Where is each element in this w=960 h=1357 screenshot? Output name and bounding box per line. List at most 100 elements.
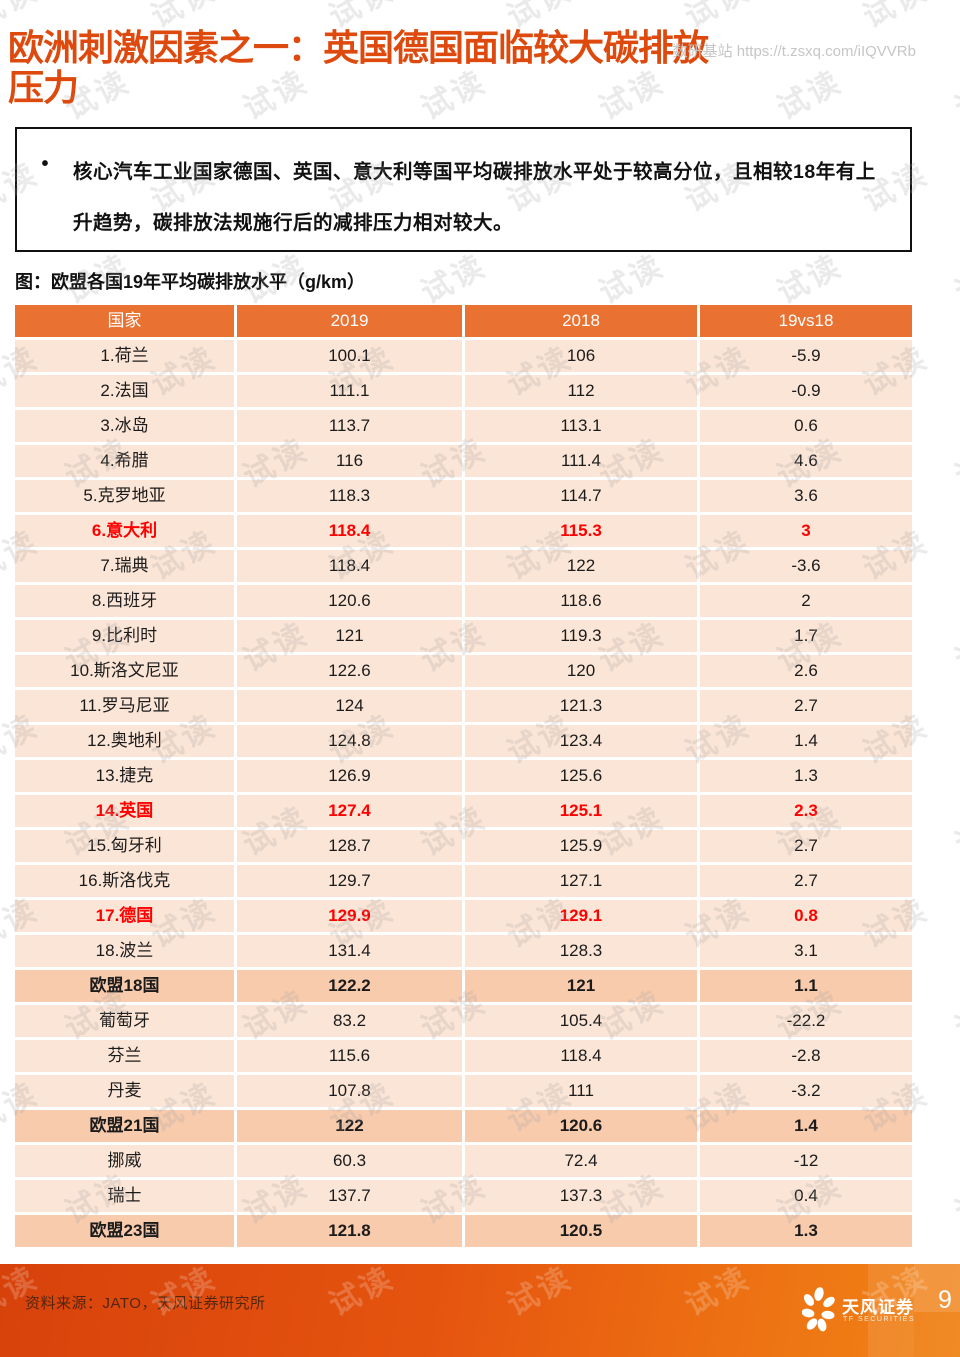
emissions-table: 国家 2019 2018 19vs18 1.荷兰 100.1 106 -5.9 2.法国… (15, 305, 912, 1250)
watermark-text: 试读 (55, 1345, 136, 1357)
cell-y2019: 83.2 (237, 1005, 465, 1040)
watermark-text: 试读 (411, 1345, 492, 1357)
cell-country: 10.斯洛文尼亚 (15, 655, 237, 690)
cell-y2019: 129.9 (237, 900, 465, 935)
cell-country: 9.比利时 (15, 620, 237, 655)
cell-y2019: 60.3 (237, 1145, 465, 1180)
brand-subtitle: TF SECURITIES (843, 1316, 916, 1323)
cell-y2018: 120.6 (465, 1110, 700, 1145)
watermark-text: 试读 (771, 63, 848, 127)
cell-y2018: 128.3 (465, 935, 700, 970)
table-header-row: 国家 2019 2018 19vs18 (15, 305, 912, 340)
watermark-text: 试读 (853, 1253, 934, 1264)
table-row: 13.捷克 126.9 125.6 1.3 (15, 760, 912, 795)
cell-country: 6.意大利 (15, 515, 237, 550)
cell-country: 18.波兰 (15, 935, 237, 970)
cell-y2019: 116 (237, 445, 465, 480)
cell-y2019: 118.3 (237, 480, 465, 515)
cell-y2018: 72.4 (465, 1145, 700, 1180)
cell-diff: -3.2 (700, 1075, 912, 1110)
table-row: 瑞士 137.7 137.3 0.4 (15, 1180, 912, 1215)
cell-diff: 4.6 (700, 445, 912, 480)
table-row: 1.荷兰 100.1 106 -5.9 (15, 340, 912, 375)
cell-diff: 1.4 (700, 1110, 912, 1145)
cell-diff: 1.3 (700, 1215, 912, 1250)
cell-country: 欧盟18国 (15, 970, 237, 1005)
cell-y2018: 121.3 (465, 690, 700, 725)
table-row: 欧盟23国 121.8 120.5 1.3 (15, 1215, 912, 1250)
cell-diff: 0.8 (700, 900, 912, 935)
footer-decoration (914, 1312, 960, 1357)
table-row: 14.英国 127.4 125.1 2.3 (15, 795, 912, 830)
cell-y2018: 121 (465, 970, 700, 1005)
footer-bar: 资料来源：JATO，天风证券研究所 天风证券 TF SECURITIES 9 试… (0, 1264, 960, 1357)
table-row: 芬兰 115.6 118.4 -2.8 (15, 1040, 912, 1075)
watermark-text: 试读 (501, 1264, 578, 1323)
cell-diff: -12 (700, 1145, 912, 1180)
watermark-text: 试读 (949, 1167, 960, 1231)
cell-country: 欧盟21国 (15, 1110, 237, 1145)
table-row: 5.克罗地亚 118.3 114.7 3.6 (15, 480, 912, 515)
watermark-text: 试读 (233, 1345, 314, 1357)
cell-country: 2.法国 (15, 375, 237, 410)
watermark-text: 试读 (0, 1253, 45, 1264)
cell-y2018: 120 (465, 655, 700, 690)
table-row: 16.斯洛伐克 129.7 127.1 2.7 (15, 865, 912, 900)
cell-diff: -5.9 (700, 340, 912, 375)
watermark-text: 试读 (949, 431, 960, 495)
footer-decoration (868, 1264, 914, 1357)
cell-country: 1.荷兰 (15, 340, 237, 375)
page-number: 9 (938, 1286, 952, 1314)
table-row: 7.瑞典 118.4 122 -3.6 (15, 550, 912, 585)
cell-country: 8.西班牙 (15, 585, 237, 620)
table-row: 欧盟21国 122 120.6 1.4 (15, 1110, 912, 1145)
cell-y2019: 113.7 (237, 410, 465, 445)
cell-country: 芬兰 (15, 1040, 237, 1075)
table-row: 4.希腊 116 111.4 4.6 (15, 445, 912, 480)
cell-y2019: 121.8 (237, 1215, 465, 1250)
cell-country: 13.捷克 (15, 760, 237, 795)
cell-y2019: 118.4 (237, 515, 465, 550)
cell-y2018: 125.9 (465, 830, 700, 865)
cell-y2018: 114.7 (465, 480, 700, 515)
cell-y2019: 126.9 (237, 760, 465, 795)
cell-y2018: 115.3 (465, 515, 700, 550)
cell-y2018: 125.1 (465, 795, 700, 830)
cell-y2018: 113.1 (465, 410, 700, 445)
cell-y2019: 122.2 (237, 970, 465, 1005)
cell-y2019: 137.7 (237, 1180, 465, 1215)
footer-decoration (914, 1264, 960, 1312)
table-row: 2.法国 111.1 112 -0.9 (15, 375, 912, 410)
cell-y2018: 106 (465, 340, 700, 375)
cell-diff: 3 (700, 515, 912, 550)
cell-diff: 2.7 (700, 865, 912, 900)
cell-country: 葡萄牙 (15, 1005, 237, 1040)
table-row: 11.罗马尼亚 124 121.3 2.7 (15, 690, 912, 725)
footer-source: 资料来源：JATO，天风证券研究所 (25, 1295, 266, 1312)
cell-country: 14.英国 (15, 795, 237, 830)
cell-country: 7.瑞典 (15, 550, 237, 585)
cell-diff: -0.9 (700, 375, 912, 410)
table-row: 17.德国 129.9 129.1 0.8 (15, 900, 912, 935)
cell-diff: 2.7 (700, 690, 912, 725)
cell-y2018: 129.1 (465, 900, 700, 935)
table-row: 欧盟18国 122.2 121 1.1 (15, 970, 912, 1005)
cell-country: 丹麦 (15, 1075, 237, 1110)
cell-country: 瑞士 (15, 1180, 237, 1215)
cell-y2018: 111 (465, 1075, 700, 1110)
watermark-text: 试读 (319, 1253, 400, 1264)
cell-y2019: 122.6 (237, 655, 465, 690)
cell-country: 15.匈牙利 (15, 830, 237, 865)
cell-diff: 2.3 (700, 795, 912, 830)
cell-y2018: 119.3 (465, 620, 700, 655)
watermark-text: 试读 (949, 247, 960, 311)
column-header-2019: 2019 (237, 305, 465, 340)
table-row: 9.比利时 121 119.3 1.7 (15, 620, 912, 655)
cell-y2018: 111.4 (465, 445, 700, 480)
table-row: 12.奥地利 124.8 123.4 1.4 (15, 725, 912, 760)
table-row: 8.西班牙 120.6 118.6 2 (15, 585, 912, 620)
cell-diff: 1.4 (700, 725, 912, 760)
cell-y2019: 111.1 (237, 375, 465, 410)
cell-y2019: 120.6 (237, 585, 465, 620)
